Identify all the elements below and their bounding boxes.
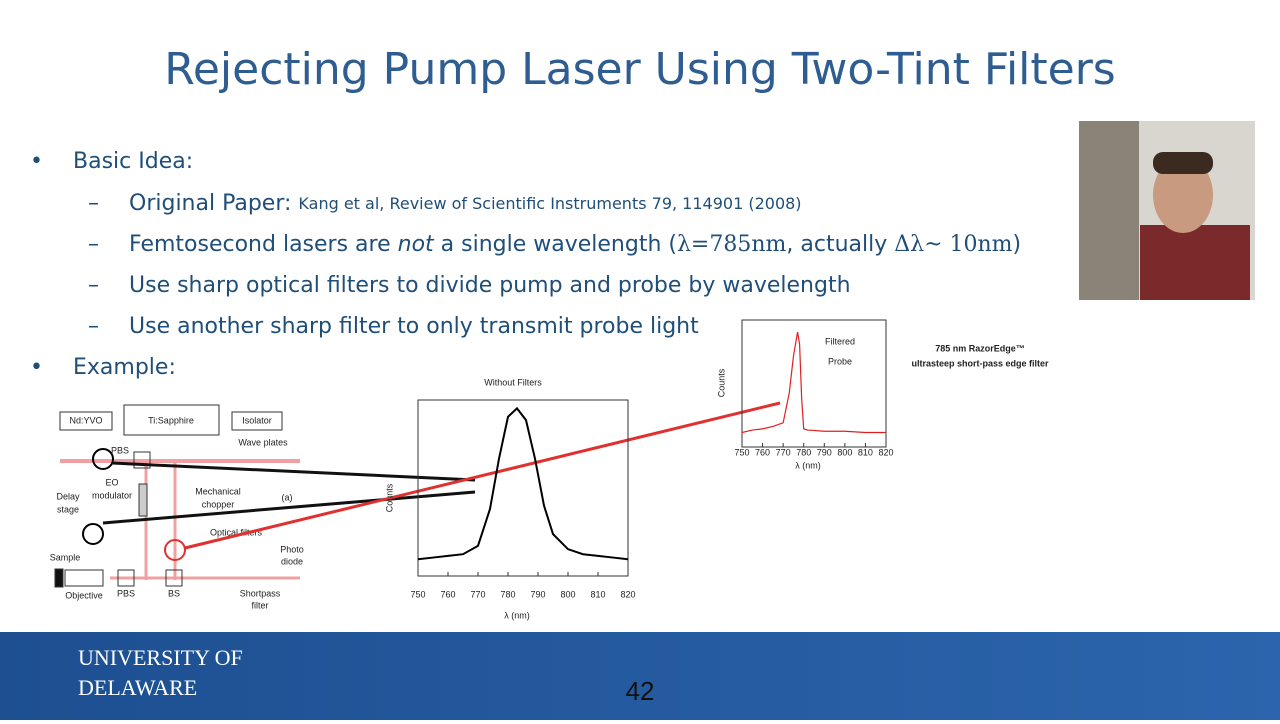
bullet-dot: • (30, 355, 43, 380)
x-tick-label: 800 (560, 589, 575, 599)
caption: 785 nm RazorEdge™ (935, 343, 1025, 353)
spectrum-line (741, 331, 886, 434)
plot-frame (741, 319, 887, 448)
diagram-label: Mechanical (195, 486, 241, 496)
x-tick-label: 770 (470, 589, 485, 599)
x-tick-label: 800 (837, 447, 852, 457)
x-tick-label: 780 (796, 447, 811, 457)
sub-bullet: Use another sharp filter to only transmi… (129, 314, 699, 339)
spectrum-line (417, 406, 629, 561)
chart-title: Without Filters (484, 377, 542, 387)
footer-band (0, 632, 1280, 720)
diagram-label: Wave plates (238, 437, 288, 447)
page-number: 42 (626, 676, 655, 706)
dash: – (88, 314, 99, 339)
x-axis-label: λ (nm) (795, 460, 821, 470)
diagram-label: Delay (56, 491, 80, 501)
diagram-label: EO (105, 477, 118, 487)
x-tick-label: 810 (590, 589, 605, 599)
diagram-label: Objective (65, 590, 103, 600)
diagram-label: stage (57, 504, 79, 514)
x-tick-label: 760 (755, 447, 770, 457)
diagram-label: Optical filters (210, 527, 263, 537)
diagram-label: Sample (50, 552, 81, 562)
logo-line: DELAWARE (78, 675, 197, 700)
sub-bullet: Original Paper: Kang et al, Review of Sc… (129, 191, 802, 216)
logo-line: UNIVERSITY OF (78, 645, 243, 670)
diagram-label: modulator (92, 490, 132, 500)
x-tick-label: 820 (878, 447, 893, 457)
diagram-label: (a) (282, 492, 293, 502)
diagram-label: PBS (117, 588, 135, 598)
dash: – (88, 273, 99, 298)
bullet: Example: (73, 355, 176, 380)
diagram-label: Isolator (242, 415, 272, 425)
diagram-label: BS (168, 588, 180, 598)
dash: – (88, 232, 99, 257)
webcam (1079, 121, 1255, 300)
diagram-label: chopper (202, 499, 235, 509)
arrows (102, 401, 781, 550)
x-tick-label: 790 (530, 589, 545, 599)
dash: – (88, 191, 99, 216)
diagram-label: Nd:YVO (69, 415, 102, 425)
caption: ultrasteep short-pass edge filter (911, 358, 1049, 368)
diagram-label: Shortpass (240, 588, 281, 598)
bullet-dot: • (30, 149, 43, 174)
diagram-label: PBS (111, 445, 129, 455)
x-tick-label: 750 (410, 589, 425, 599)
annotation: Filtered (825, 336, 855, 346)
slide-title: Rejecting Pump Laser Using Two-Tint Filt… (164, 44, 1115, 95)
x-tick-label: 780 (500, 589, 515, 599)
diagram-label: diode (281, 556, 303, 566)
diagram-label: Photo (280, 544, 304, 554)
x-axis-label: λ (nm) (504, 610, 530, 620)
diagram-label: Ti:Sapphire (148, 415, 194, 425)
x-tick-label: 770 (776, 447, 791, 457)
diagram-label: filter (251, 600, 268, 610)
y-axis-label: Counts (384, 483, 394, 512)
y-axis-label: Counts (716, 368, 726, 397)
sub-bullet: Femtosecond lasers are not a single wave… (129, 232, 1021, 257)
x-tick-label: 760 (440, 589, 455, 599)
annotation: Probe (828, 356, 852, 366)
x-tick-label: 820 (620, 589, 635, 599)
bullet: Basic Idea: (73, 149, 193, 174)
sub-bullet: Use sharp optical filters to divide pump… (129, 273, 851, 298)
x-tick-label: 750 (734, 447, 749, 457)
plot-frame (417, 399, 629, 577)
x-tick-label: 810 (858, 447, 873, 457)
x-tick-label: 790 (817, 447, 832, 457)
